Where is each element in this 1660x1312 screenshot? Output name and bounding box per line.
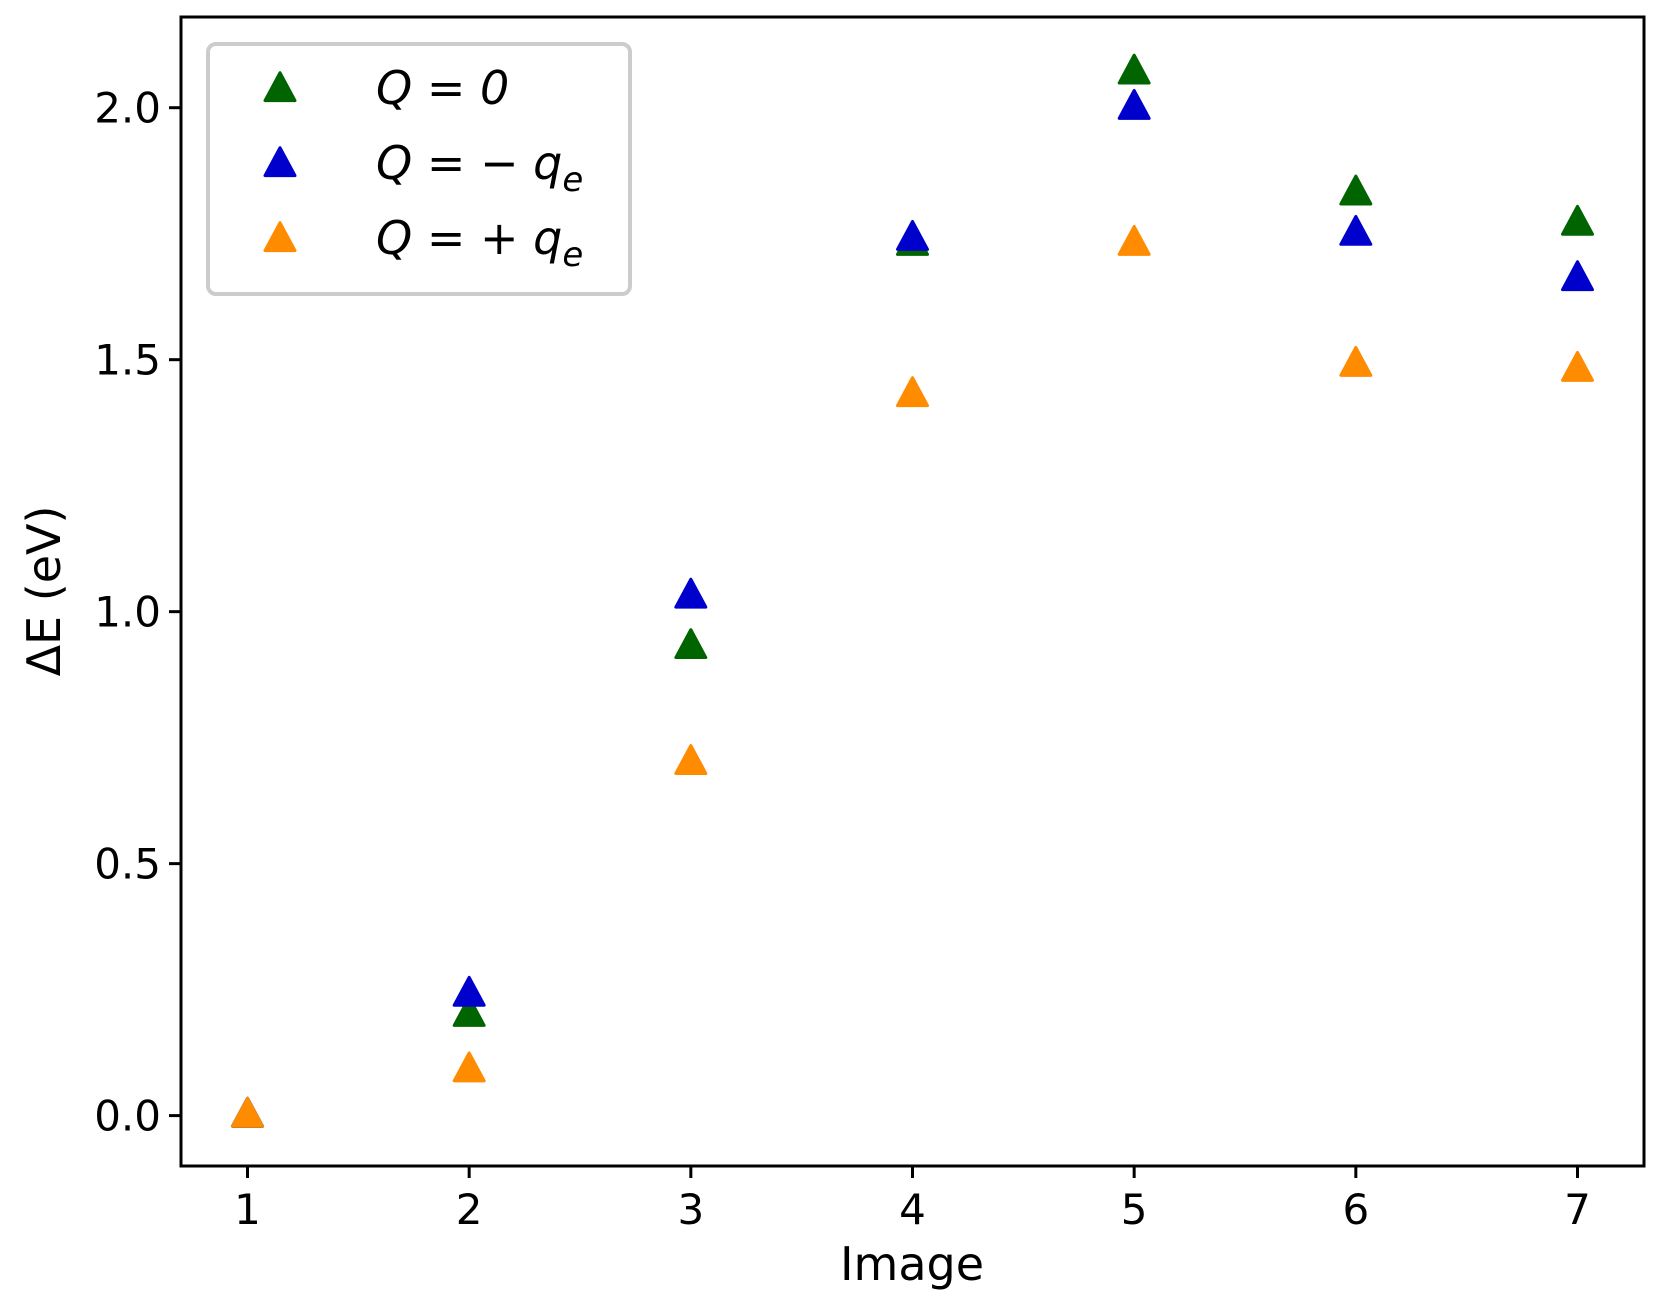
legend-label-series-2: Q = − qe — [376, 136, 583, 200]
y-tick-label: 0.0 — [94, 1092, 161, 1141]
data-point-series-3-x-7 — [1561, 350, 1594, 382]
x-tick-label: 4 — [899, 1185, 926, 1234]
y-axis-label: ΔE (eV) — [17, 506, 71, 677]
x-tick-label: 3 — [677, 1185, 704, 1234]
data-point-series-2-x-6 — [1339, 214, 1373, 246]
legend-label-series-3: Q = + qe — [376, 211, 583, 275]
legend: Q = 0 Q = − qe Q = + qe — [206, 42, 632, 296]
data-point-series-2-x-3 — [674, 577, 708, 609]
data-point-series-1-x-3 — [674, 628, 708, 660]
legend-marker-series-3 — [263, 221, 297, 253]
data-point-series-3-x-1 — [231, 1096, 264, 1128]
x-tick-label: 7 — [1564, 1185, 1591, 1234]
legend-box — [206, 42, 632, 296]
data-point-series-3-x-5 — [1117, 224, 1151, 256]
data-point-series-1-x-2 — [452, 996, 486, 1027]
data-point-series-3-x-2 — [452, 1051, 486, 1083]
data-points — [231, 53, 1594, 1128]
legend-marker-series-1 — [263, 71, 297, 103]
x-tick-label: 6 — [1342, 1185, 1369, 1234]
data-point-series-2-x-4 — [896, 219, 929, 251]
y-tick-label: 1.5 — [94, 336, 161, 385]
data-point-series-2-x-7 — [1561, 260, 1594, 292]
data-point-series-1-x-7 — [1561, 204, 1594, 236]
data-point-series-2-x-5 — [1117, 88, 1151, 120]
y-tick-label: 1.0 — [94, 588, 161, 637]
data-point-series-1-x-6 — [1339, 174, 1373, 206]
legend-label-series-1: Q = 0 — [376, 61, 509, 115]
data-point-series-2-x-2 — [452, 975, 486, 1007]
legend-marker-series-2 — [263, 146, 297, 178]
y-axis-ticks: 0.0 0.5 1.0 1.5 2.0 — [94, 84, 181, 1141]
x-tick-label: 1 — [234, 1185, 261, 1234]
x-tick-label: 5 — [1121, 1185, 1148, 1234]
y-tick-label: 2.0 — [94, 84, 161, 133]
x-tick-label: 2 — [456, 1185, 483, 1234]
x-axis-ticks: 1 2 3 4 5 6 7 — [234, 1166, 1591, 1234]
data-point-series-3-x-4 — [896, 376, 929, 408]
data-point-series-3-x-3 — [674, 744, 708, 775]
y-tick-label: 0.5 — [94, 840, 161, 889]
x-axis-label: Image — [840, 1237, 984, 1291]
data-point-series-1-x-5 — [1117, 53, 1151, 85]
data-point-series-3-x-6 — [1339, 345, 1373, 377]
